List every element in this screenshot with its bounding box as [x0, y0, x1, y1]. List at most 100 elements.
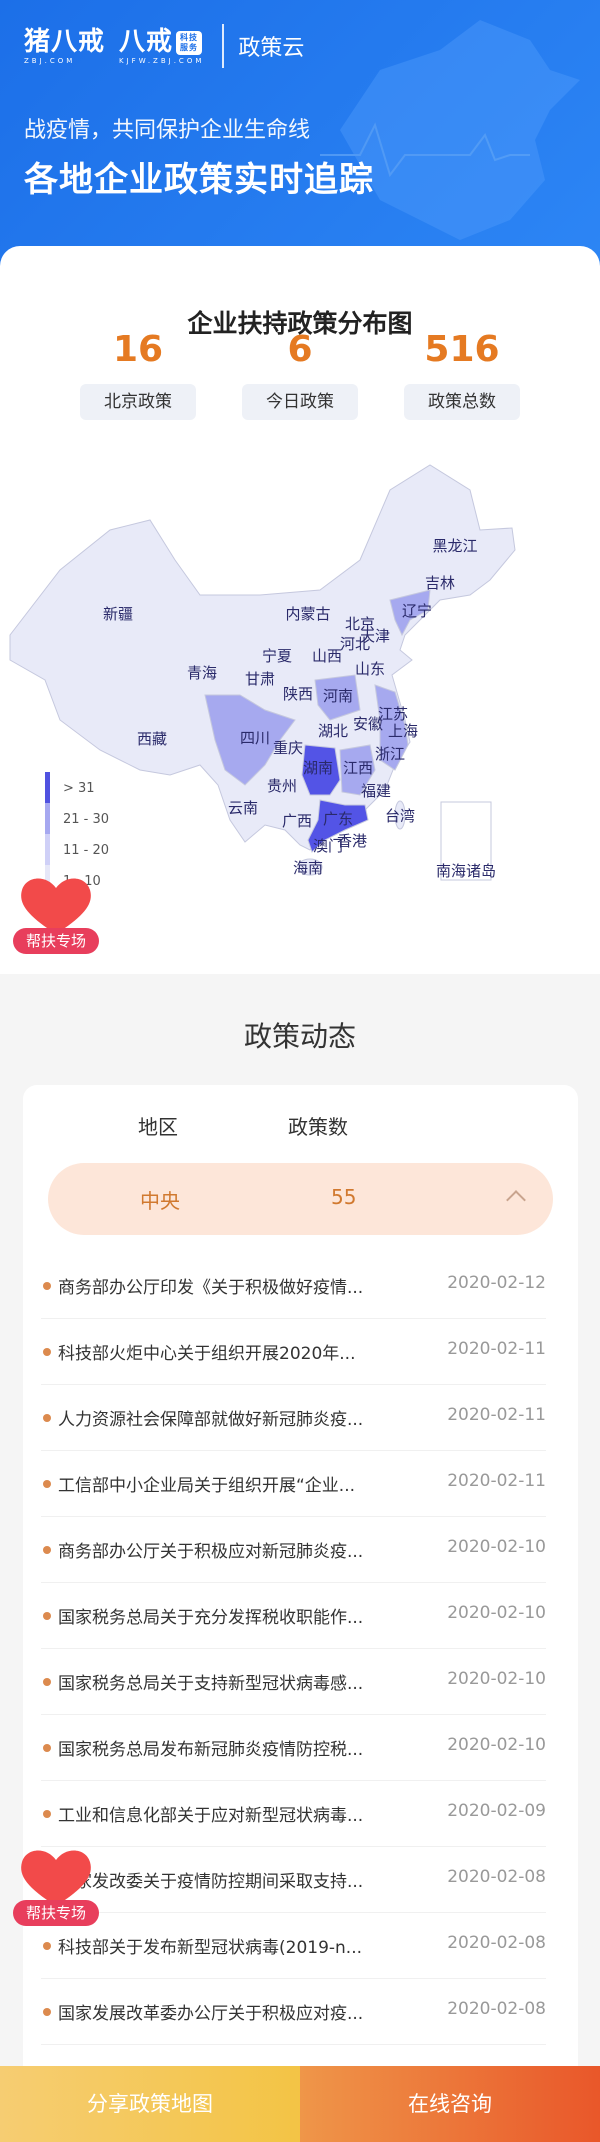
province-label[interactable]: 广西	[282, 812, 312, 830]
policy-title[interactable]: 人力资源社会保障部就做好新冠肺炎疫...	[58, 1410, 364, 1430]
province-label[interactable]: 宁夏	[262, 647, 292, 665]
heart-icon: 帮扶专场	[13, 878, 99, 954]
map-card-title: 企业扶持政策分布图	[187, 309, 413, 338]
policy-list-item[interactable]: 国家税务总局发布新冠肺炎疫情防控税... 2020-02-10	[41, 1715, 546, 1781]
stat-today: 6 今日政策	[242, 322, 358, 420]
policy-date: 2020-02-10	[447, 1669, 546, 1689]
region-jiangsu-zhejiang	[374, 684, 409, 771]
legend-swatch[interactable]	[45, 772, 50, 803]
online-consult-button[interactable]: 在线咨询	[300, 2066, 600, 2142]
col-count: 政策数	[288, 1115, 348, 1139]
policy-list-item[interactable]: 人力资源社会保障部就做好新冠肺炎疫... 2020-02-11	[41, 1385, 546, 1451]
bullet-dot	[43, 1678, 51, 1686]
policy-title[interactable]: 国家税务总局关于充分发挥税收职能作...	[58, 1608, 364, 1628]
province-label[interactable]: 香港	[337, 832, 367, 850]
policy-title[interactable]: 国家税务总局关于支持新型冠状病毒感...	[58, 1674, 364, 1694]
policy-list-item[interactable]: 国家税务总局关于支持新型冠状病毒感... 2020-02-10	[41, 1649, 546, 1715]
province-label[interactable]: 黑龙江	[432, 537, 477, 555]
policy-list-item[interactable]: 商务部办公厅关于积极应对新冠肺炎疫... 2020-02-10	[41, 1517, 546, 1583]
policy-date: 2020-02-11	[447, 1405, 546, 1425]
stat-total: 516 政策总数	[404, 322, 520, 420]
policy-list-item[interactable]: 工信部中小企业局关于组织开展“企业... 2020-02-11	[41, 1451, 546, 1517]
province-label[interactable]: 浙江	[375, 745, 405, 763]
province-label[interactable]: 山西	[312, 647, 342, 665]
province-label[interactable]: 陕西	[283, 685, 313, 703]
province-label[interactable]: 上海	[388, 722, 418, 740]
south-sea-islands-inset	[440, 801, 492, 881]
policy-list-item[interactable]: 工业和信息化部关于应对新型冠状病毒... 2020-02-09	[41, 1781, 546, 1847]
legend-label: 21 - 30	[63, 812, 109, 827]
province-label[interactable]: 福建	[361, 782, 391, 800]
region-taiwan	[394, 800, 406, 830]
province-label[interactable]: 西藏	[137, 730, 167, 748]
bullet-dot	[43, 2008, 51, 2016]
province-label[interactable]: 山东	[355, 660, 385, 678]
heart-icon: 帮扶专场	[13, 1850, 99, 1926]
province-label[interactable]: 北京	[345, 615, 375, 633]
policy-list-item[interactable]: 国家税务总局关于充分发挥税收职能作... 2020-02-10	[41, 1583, 546, 1649]
province-label[interactable]: 湖南	[303, 759, 333, 777]
legend-swatch[interactable]	[45, 865, 50, 896]
policy-title[interactable]: 商务部办公厅关于积极应对新冠肺炎疫...	[58, 1542, 364, 1562]
legend-swatch[interactable]	[45, 803, 50, 834]
policy-title[interactable]: 商务部办公厅印发《关于积极做好疫情...	[58, 1278, 364, 1298]
policy-date: 2020-02-08	[447, 1867, 546, 1887]
province-label[interactable]: 新疆	[103, 605, 133, 623]
bullet-dot	[43, 1612, 51, 1620]
province-label[interactable]: 台湾	[385, 807, 415, 825]
province-label[interactable]: 海南	[293, 859, 323, 877]
province-label[interactable]: 辽宁	[402, 602, 432, 620]
province-label[interactable]: 江苏	[378, 705, 408, 723]
logo[interactable]: 猪八戒 ZBJ.COM 八戒 科技服务 KJFW.ZBJ.COM 政策云	[24, 24, 304, 68]
chevron-up-icon[interactable]	[506, 1190, 526, 1210]
policy-date: 2020-02-12	[447, 1273, 546, 1293]
bullet-dot	[43, 1810, 51, 1818]
help-special-badge-2[interactable]: 帮扶专场	[8, 1838, 104, 1928]
province-label[interactable]: 吉林	[425, 574, 455, 592]
province-label[interactable]: 云南	[228, 799, 258, 817]
policy-title[interactable]: 国家发展改革委办公厅关于积极应对疫...	[58, 2004, 364, 2024]
region-jiangxi	[339, 744, 376, 796]
province-label[interactable]: 澳门	[313, 837, 343, 855]
policy-list-item[interactable]: 商务部办公厅印发《关于积极做好疫情... 2020-02-12	[41, 1253, 546, 1319]
province-label[interactable]: 广东	[323, 810, 353, 828]
policy-list-item[interactable]: 国家发改委关于疫情防控期间采取支持... 2020-02-08	[41, 1847, 546, 1913]
province-label[interactable]: 湖北	[318, 722, 348, 740]
region-henan	[314, 674, 361, 721]
policy-title[interactable]: 工业和信息化部关于应对新型冠状病毒...	[58, 1806, 364, 1826]
province-label[interactable]: 安徽	[353, 715, 383, 733]
province-label[interactable]: 河南	[323, 687, 353, 705]
province-label[interactable]: 内蒙古	[285, 605, 330, 623]
bullet-dot	[43, 1282, 51, 1290]
region-hunan	[301, 744, 341, 796]
province-label[interactable]: 江西	[343, 759, 373, 777]
share-map-button[interactable]: 分享政策地图	[0, 2066, 300, 2142]
province-label[interactable]: 河北	[340, 635, 370, 653]
bullet-dot	[43, 1942, 51, 1950]
policy-list-card: 地区 政策数 中央 55 商务部办公厅印发《关于积极做好疫情... 2020-02…	[23, 1085, 578, 2085]
legend-label: 11 - 20	[63, 843, 109, 858]
bullet-dot	[43, 1744, 51, 1752]
province-label[interactable]: 天津	[360, 627, 390, 645]
province-label[interactable]: 四川	[240, 729, 270, 747]
policy-title[interactable]: 科技部火炬中心关于组织开展2020年...	[58, 1344, 356, 1364]
policy-title[interactable]: 科技部关于发布新型冠状病毒(2019-n...	[58, 1938, 363, 1958]
policy-title[interactable]: 国家发改委关于疫情防控期间采取支持...	[58, 1872, 364, 1892]
region-row-selected[interactable]: 中央 55	[48, 1163, 553, 1235]
province-label[interactable]: 南海诸岛	[436, 862, 496, 880]
province-label[interactable]: 甘肃	[245, 670, 275, 688]
bullet-dot	[43, 1546, 51, 1554]
province-label[interactable]: 青海	[187, 664, 217, 682]
policy-title[interactable]: 国家税务总局发布新冠肺炎疫情防控税...	[58, 1740, 364, 1760]
province-label[interactable]: 重庆	[273, 739, 303, 757]
help-special-badge[interactable]: 帮扶专场	[8, 866, 104, 956]
policy-list-item[interactable]: 科技部火炬中心关于组织开展2020年... 2020-02-11	[41, 1319, 546, 1385]
tech-service-tag: 科技服务	[176, 30, 203, 55]
policy-list-item[interactable]: 科技部关于发布新型冠状病毒(2019-n... 2020-02-08	[41, 1913, 546, 1979]
policy-list-item[interactable]: 国家发展改革委办公厅关于积极应对疫... 2020-02-08	[41, 1979, 546, 2045]
china-map-watermark	[320, 20, 580, 240]
legend-swatch[interactable]	[45, 834, 50, 865]
policy-title[interactable]: 工信部中小企业局关于组织开展“企业...	[58, 1476, 356, 1496]
province-label[interactable]: 贵州	[267, 777, 297, 795]
